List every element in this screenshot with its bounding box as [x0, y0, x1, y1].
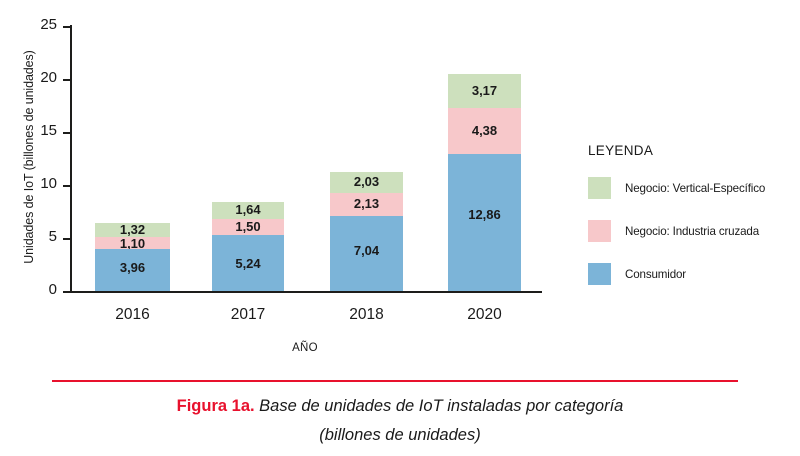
- legend-item-industria-cruzada: Negocio: Industria cruzada: [588, 220, 798, 242]
- y-tick-15: 15: [40, 123, 72, 139]
- bar-group-2016: 1,32 1,10 3,96: [95, 223, 170, 291]
- legend-item-label: Consumidor: [625, 267, 687, 281]
- bar-segment-vertical-especifico-2016: 1,32: [95, 222, 170, 238]
- bar-value-label: 3,17: [471, 82, 498, 98]
- bar-group-2017: 1,64 1,50 5,24: [212, 201, 284, 291]
- bar-value-label: 2,13: [353, 196, 380, 212]
- caption-title: Base de unidades de IoT instaladas por c…: [254, 397, 624, 415]
- plot-area: 0 5 10 15 20 25 1,32 1,10 3,96: [40, 17, 542, 354]
- bar-value-label: 1,64: [235, 201, 261, 217]
- bar-segment-industria-cruzada-2020: 4,38: [448, 107, 521, 155]
- bar-segment-consumidor-2016: 3,96: [95, 248, 170, 291]
- bar-value-label: 12,86: [468, 207, 501, 223]
- y-tick-label-15: 15: [40, 122, 57, 139]
- y-axis-line: [70, 25, 72, 292]
- y-tick-25: 25: [40, 17, 72, 33]
- x-tick-label-2017: 2017: [230, 306, 266, 323]
- bar-value-label: 1,32: [119, 222, 146, 238]
- bar-value-label: 1,50: [235, 219, 261, 235]
- caption-line-1: Figura 1a. Base de unidades de IoT insta…: [0, 392, 800, 421]
- y-tick-label-25: 25: [40, 16, 57, 33]
- y-tick-0: 0: [49, 282, 72, 298]
- legend-title: LEYENDA: [588, 143, 654, 158]
- bar-value-label: 2,03: [353, 173, 380, 189]
- bar-segment-vertical-especifico-2018: 2,03: [330, 171, 403, 194]
- chart-legend: LEYENDA Negocio: Vertical-Específico Neg…: [588, 143, 798, 306]
- caption-line-2: (billones de unidades): [319, 426, 481, 444]
- x-axis-title: AÑO: [292, 342, 318, 354]
- bar-value-label: 5,24: [235, 256, 261, 272]
- legend-swatch-icon: [588, 220, 611, 242]
- bar-group-2020: 3,17 4,38 12,86: [448, 73, 521, 291]
- chart-figure: Unidades de IoT (billones de unidades) 0…: [22, 17, 798, 355]
- y-tick-label-20: 20: [40, 69, 57, 86]
- legend-swatch-icon: [588, 263, 611, 285]
- bar-value-label: 1,10: [119, 236, 146, 252]
- caption-divider-rule: [52, 380, 738, 382]
- bar-value-label: 4,38: [471, 122, 498, 138]
- y-tick-label-10: 10: [40, 175, 57, 192]
- x-tick-label-2018: 2018: [349, 306, 384, 323]
- x-tick-label-2020: 2020: [467, 306, 502, 323]
- bar-segment-consumidor-2017: 5,24: [212, 235, 284, 291]
- legend-item-vertical-especifico: Negocio: Vertical-Específico: [588, 177, 798, 199]
- y-tick-5: 5: [49, 229, 72, 245]
- bar-value-label: 3,96: [119, 259, 146, 275]
- x-axis-line: [70, 291, 542, 293]
- bar-segment-vertical-especifico-2017: 1,64: [212, 201, 284, 220]
- bar-group-2018: 2,03 2,13 7,04: [330, 171, 403, 291]
- y-tick-label-0: 0: [48, 281, 57, 298]
- bar-segment-consumidor-2020: 12,86: [448, 154, 521, 291]
- y-tick-20: 20: [40, 70, 72, 86]
- legend-item-consumidor: Consumidor: [588, 263, 798, 285]
- bar-segment-industria-cruzada-2016: 1,10: [95, 236, 170, 252]
- bar-value-label: 7,04: [353, 243, 380, 259]
- legend-item-label: Negocio: Vertical-Específico: [625, 181, 766, 195]
- bar-segment-consumidor-2018: 7,04: [330, 216, 403, 291]
- y-tick-10: 10: [40, 176, 72, 192]
- x-tick-label-2016: 2016: [115, 306, 150, 323]
- bar-segment-industria-cruzada-2018: 2,13: [330, 193, 403, 217]
- y-tick-label-5: 5: [48, 228, 57, 245]
- legend-item-label: Negocio: Industria cruzada: [625, 224, 760, 238]
- legend-swatch-icon: [588, 177, 611, 199]
- bar-segment-industria-cruzada-2017: 1,50: [212, 219, 284, 236]
- caption-figure-number: Figura 1a.: [176, 397, 255, 415]
- bar-segment-vertical-especifico-2020: 3,17: [448, 73, 521, 108]
- caption-text: Figura 1a. Base de unidades de IoT insta…: [0, 392, 800, 450]
